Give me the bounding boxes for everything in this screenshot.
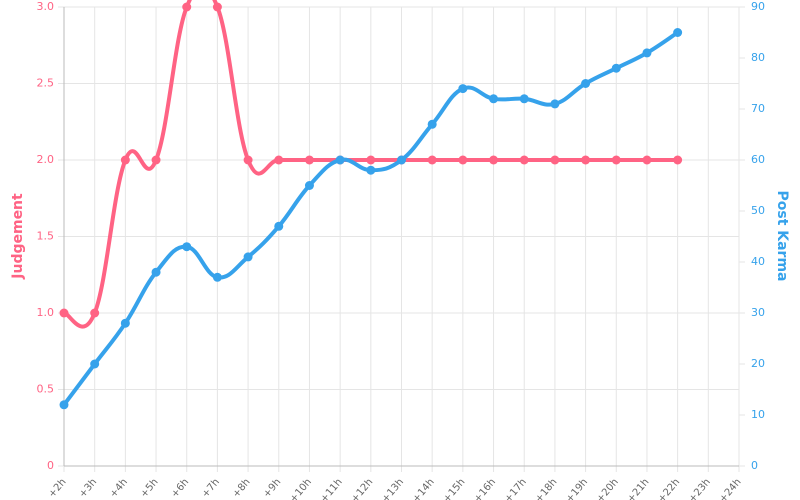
data-point bbox=[120, 155, 130, 165]
x-tick-label: +17h bbox=[503, 477, 529, 500]
data-point bbox=[673, 155, 683, 165]
data-point bbox=[151, 155, 161, 165]
data-point bbox=[673, 28, 683, 37]
data-point bbox=[59, 308, 69, 318]
y2-axis-title: Post Karma bbox=[774, 190, 790, 281]
x-tick-label: +7h bbox=[200, 477, 222, 500]
y2-tick-label: 0 bbox=[751, 459, 758, 472]
y2-tick-label: 90 bbox=[751, 0, 765, 13]
x-tick-label: +5h bbox=[139, 477, 161, 500]
y-tick-label: 0.5 bbox=[37, 383, 55, 396]
data-point bbox=[182, 242, 192, 252]
x-tick-label: +16h bbox=[472, 477, 498, 500]
data-point bbox=[489, 94, 499, 104]
data-point bbox=[427, 155, 437, 165]
data-point bbox=[243, 155, 253, 165]
data-point bbox=[182, 2, 192, 12]
data-point bbox=[519, 94, 529, 104]
data-point bbox=[519, 155, 529, 165]
data-point bbox=[120, 318, 130, 328]
data-point bbox=[458, 84, 468, 94]
y2-tick-label: 30 bbox=[751, 306, 765, 319]
x-tick-label: +4h bbox=[108, 477, 130, 500]
y-axis-title: Judgement bbox=[10, 193, 26, 280]
data-point bbox=[581, 155, 591, 165]
data-point bbox=[489, 155, 499, 165]
y-tick-label: 1.5 bbox=[37, 230, 55, 243]
y2-tick-label: 60 bbox=[751, 153, 765, 166]
data-point bbox=[335, 155, 345, 165]
data-point bbox=[59, 400, 69, 410]
y2-tick-label: 80 bbox=[751, 51, 765, 64]
x-tick-label: +8h bbox=[231, 477, 253, 500]
data-point bbox=[611, 63, 621, 73]
x-tick-label: +2h bbox=[47, 477, 69, 500]
y-tick-label: 2.5 bbox=[37, 77, 55, 90]
x-tick-label: +21h bbox=[625, 477, 651, 500]
data-point bbox=[212, 2, 222, 12]
x-tick-label: +22h bbox=[656, 477, 682, 500]
y2-tick-label: 50 bbox=[751, 204, 765, 217]
data-point bbox=[550, 99, 560, 109]
y-tick-label: 3.0 bbox=[37, 0, 55, 13]
data-point bbox=[212, 272, 222, 282]
x-tick-label: +20h bbox=[595, 477, 621, 500]
x-tick-label: +3h bbox=[77, 477, 99, 500]
data-point bbox=[304, 181, 314, 190]
x-tick-label: +14h bbox=[411, 477, 437, 500]
x-tick-label: +6h bbox=[169, 477, 191, 500]
y2-tick-label: 40 bbox=[751, 255, 765, 268]
data-point bbox=[304, 155, 314, 165]
data-point bbox=[243, 252, 253, 262]
data-point bbox=[366, 155, 376, 165]
y-tick-label: 2.0 bbox=[37, 153, 55, 166]
data-point bbox=[581, 79, 591, 88]
x-tick-label: +12h bbox=[349, 477, 375, 500]
data-point bbox=[642, 155, 652, 165]
data-point bbox=[427, 119, 437, 129]
x-tick-label: +18h bbox=[533, 477, 559, 500]
x-tick-label: +10h bbox=[288, 477, 314, 500]
x-tick-label: +24h bbox=[718, 477, 744, 500]
data-point bbox=[90, 308, 100, 318]
x-tick-label: +15h bbox=[441, 477, 467, 500]
data-point bbox=[458, 155, 468, 165]
data-point bbox=[611, 155, 621, 165]
data-point bbox=[550, 155, 560, 165]
data-point bbox=[642, 48, 652, 58]
data-point bbox=[397, 155, 406, 165]
y-tick-label: 0 bbox=[47, 459, 54, 472]
y2-tick-label: 70 bbox=[751, 102, 765, 115]
x-tick-label: +23h bbox=[687, 477, 713, 500]
data-point bbox=[90, 359, 100, 369]
y2-tick-label: 20 bbox=[751, 357, 765, 370]
x-tick-label: +9h bbox=[261, 477, 283, 500]
data-point bbox=[366, 165, 376, 175]
x-tick-label: +19h bbox=[564, 477, 590, 500]
x-tick-label: +13h bbox=[380, 477, 406, 500]
data-point bbox=[151, 267, 161, 277]
data-point bbox=[274, 155, 284, 165]
data-point bbox=[274, 221, 284, 231]
y-tick-label: 1.0 bbox=[37, 306, 55, 319]
y2-tick-label: 10 bbox=[751, 408, 765, 421]
x-tick-label: +11h bbox=[319, 477, 345, 500]
